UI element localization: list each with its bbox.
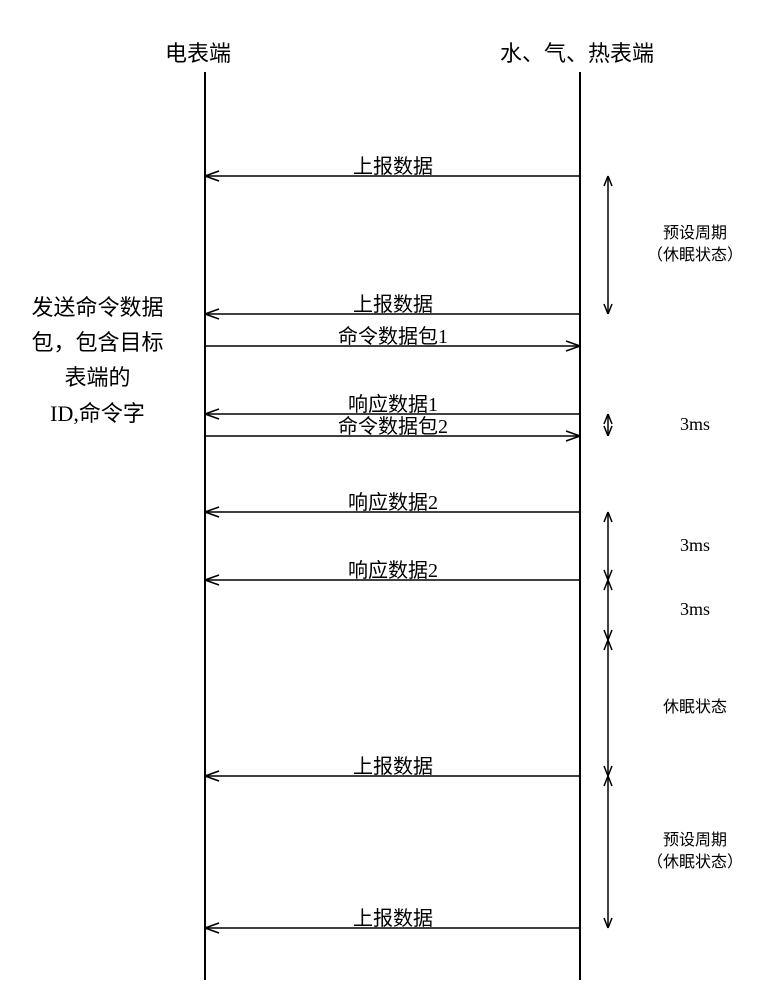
left-participant-label: 电表端 [165,36,231,68]
message-label: 上报数据 [293,150,493,179]
message-label: 命令数据包1 [293,320,493,349]
interval-label: 预设周期（休眠状态） [625,830,765,875]
message-label: 响应数据2 [293,486,493,515]
interval-label: 预设周期（休眠状态） [625,223,765,268]
side-note-line: ID,命令字 [10,396,185,431]
interval-label: 3ms [625,533,765,558]
interval-bracket [598,580,618,640]
message-label: 响应数据2 [293,554,493,583]
right-lifeline [579,72,581,980]
side-note-line: 包，包含目标 [10,325,185,360]
side-note-line: 表端的 [10,360,185,395]
sequence-diagram: 电表端 水、气、热表端 发送命令数据包，包含目标表端的ID,命令字 上报数据上报… [0,0,780,1000]
right-participant-label: 水、气、热表端 [500,36,654,68]
message-label: 上报数据 [293,750,493,779]
interval-bracket [598,512,618,580]
side-note-line: 发送命令数据 [10,290,185,325]
interval-label: 3ms [625,412,765,437]
interval-bracket [598,176,618,314]
interval-label: 3ms [625,597,765,622]
side-note: 发送命令数据包，包含目标表端的ID,命令字 [10,290,185,431]
interval-bracket [598,776,618,928]
message-label: 上报数据 [293,288,493,317]
interval-bracket [598,414,618,436]
message-label: 命令数据包2 [293,410,493,439]
message-label: 上报数据 [293,902,493,931]
left-lifeline [204,72,206,980]
interval-bracket [598,640,618,776]
interval-label: 休眠状态 [625,697,765,719]
